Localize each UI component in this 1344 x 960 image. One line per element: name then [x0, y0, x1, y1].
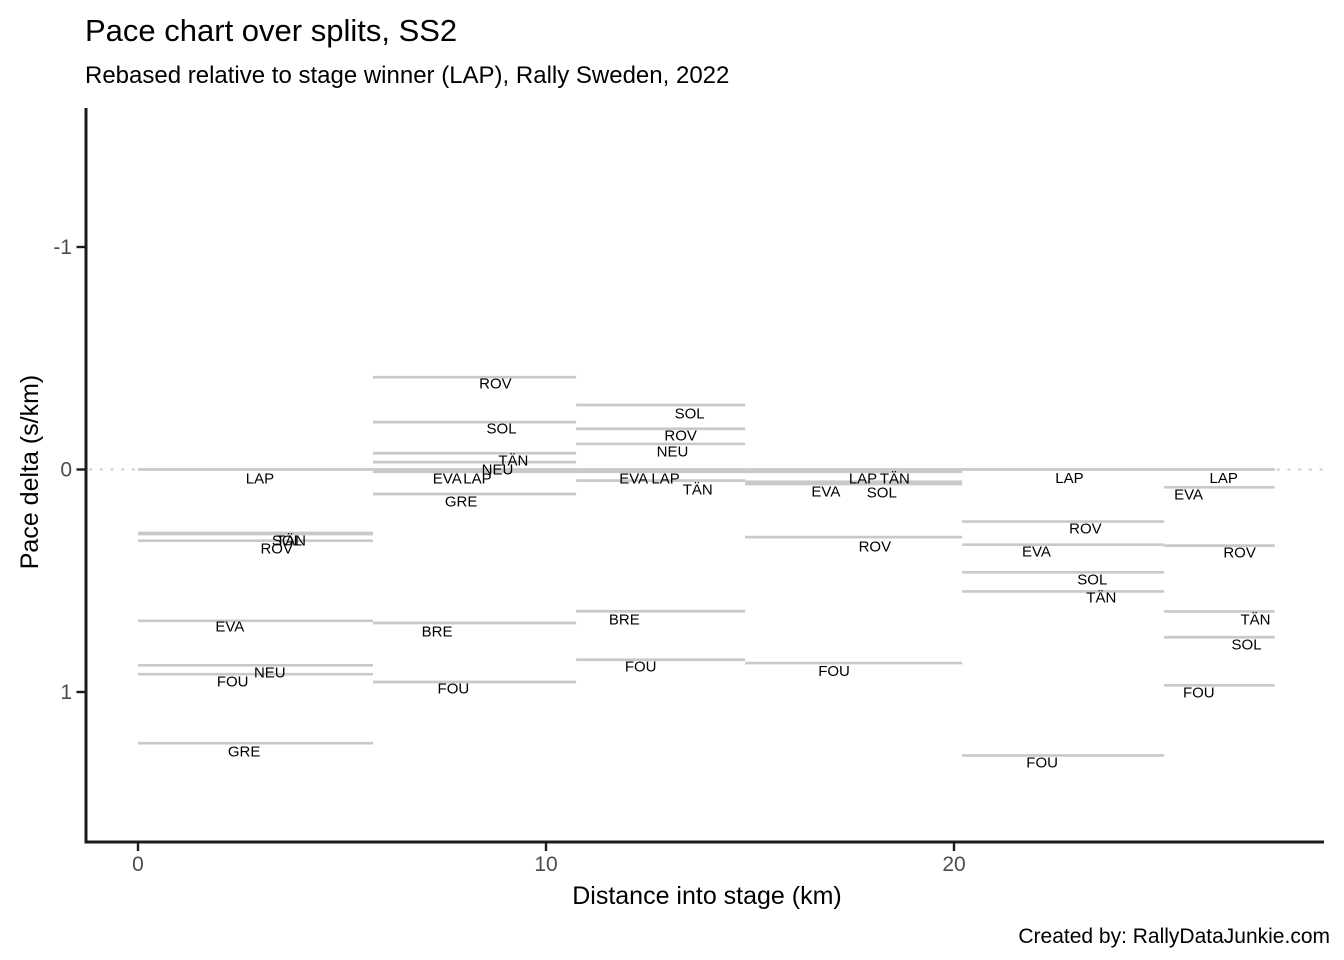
driver-label-fou-s1: FOU — [217, 673, 249, 690]
y-tick-label--1: -1 — [53, 236, 72, 259]
x-tick-label-10: 10 — [534, 853, 557, 876]
driver-label-tän-s6: TÄN — [1241, 612, 1271, 629]
driver-label-fou-s3: FOU — [625, 659, 657, 676]
driver-label-sol-s4: SOL — [867, 485, 897, 502]
driver-label-sol-s5: SOL — [1077, 572, 1107, 589]
driver-label-bre-s2: BRE — [422, 623, 453, 640]
driver-label-rov-s3: ROV — [664, 428, 697, 445]
driver-label-neu-s3: NEU — [657, 444, 689, 461]
driver-label-tän-s1: TÄN — [276, 533, 306, 550]
driver-label-gre-s1: GRE — [228, 744, 261, 761]
driver-label-lap-s3: LAP — [651, 471, 679, 488]
driver-label-gre-s2: GRE — [445, 493, 478, 510]
driver-label-rov-s6: ROV — [1223, 544, 1256, 561]
driver-label-neu-s2: NEU — [482, 461, 514, 478]
driver-label-eva-s5: EVA — [1022, 544, 1051, 561]
driver-label-sol-s6: SOL — [1232, 637, 1262, 654]
driver-label-fou-s6: FOU — [1183, 685, 1215, 702]
driver-label-sol-s1: SOL — [272, 532, 302, 549]
driver-label-eva-s4: EVA — [811, 483, 840, 500]
driver-label-tän-s4: TÄN — [880, 471, 910, 488]
x-tick-label-20: 20 — [942, 853, 965, 876]
x-axis-title: Distance into stage (km) — [572, 882, 842, 910]
driver-label-lap-s1: LAP — [246, 471, 274, 488]
driver-label-lap-s6: LAP — [1210, 470, 1238, 487]
driver-label-lap-s4: LAP — [849, 471, 877, 488]
driver-label-eva-s6: EVA — [1174, 487, 1203, 504]
driver-label-tän-s3: TÄN — [683, 481, 713, 498]
y-axis-title: Pace delta (s/km) — [16, 375, 44, 570]
driver-label-fou-s4: FOU — [818, 663, 850, 680]
driver-label-lap-s2: LAP — [463, 471, 491, 488]
driver-label-sol-s3: SOL — [675, 406, 705, 423]
driver-label-sol-s2: SOL — [487, 421, 517, 438]
driver-label-tän-s5: TÄN — [1086, 590, 1116, 607]
y-tick-label-0: 0 — [60, 459, 72, 482]
driver-label-fou-s2: FOU — [438, 681, 470, 698]
driver-label-bre-s3: BRE — [609, 611, 640, 628]
driver-label-rov-s1: ROV — [260, 540, 293, 557]
chart-subtitle: Rebased relative to stage winner (LAP), … — [85, 62, 729, 89]
driver-label-lap-s5: LAP — [1055, 470, 1083, 487]
driver-label-rov-s2: ROV — [479, 376, 512, 393]
y-tick-label-1: 1 — [60, 681, 72, 704]
driver-label-rov-s4: ROV — [859, 538, 892, 555]
driver-label-eva-s2: EVA — [433, 471, 462, 488]
driver-label-rov-s5: ROV — [1069, 520, 1102, 537]
driver-label-neu-s1: NEU — [254, 664, 286, 681]
chart-title: Pace chart over splits, SS2 — [85, 13, 457, 48]
chart-caption: Created by: RallyDataJunkie.com — [1018, 925, 1330, 948]
driver-label-tän-s2: TÄN — [498, 453, 528, 470]
driver-label-eva-s3: EVA — [619, 471, 648, 488]
driver-label-eva-s1: EVA — [215, 619, 244, 636]
x-tick-label-0: 0 — [132, 853, 144, 876]
driver-label-fou-s5: FOU — [1026, 754, 1058, 771]
